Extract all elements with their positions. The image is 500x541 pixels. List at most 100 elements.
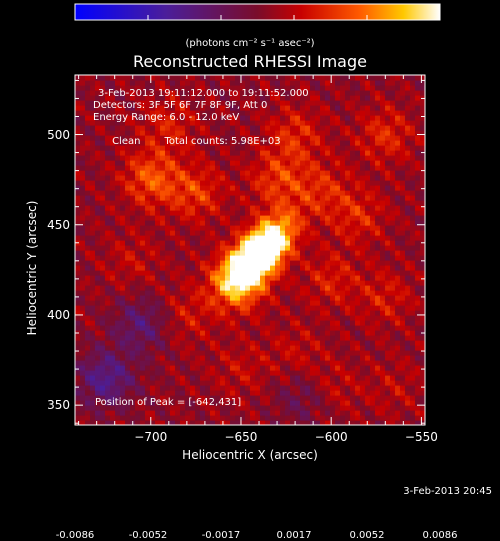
heatmap-cell	[350, 195, 356, 201]
heatmap-cell	[205, 205, 211, 211]
heatmap-cell	[90, 160, 96, 166]
heatmap-cell	[405, 260, 411, 266]
heatmap-cell	[130, 380, 136, 386]
heatmap-cell	[320, 170, 326, 176]
heatmap-cell	[180, 355, 186, 361]
heatmap-cell	[330, 205, 336, 211]
heatmap-cell	[220, 280, 226, 286]
heatmap-cell	[200, 235, 206, 241]
heatmap-cell	[225, 415, 231, 421]
heatmap-cell	[135, 180, 141, 186]
heatmap-cell	[415, 90, 421, 96]
heatmap-cell	[330, 380, 336, 386]
heatmap-cell	[315, 385, 321, 391]
heatmap-cell	[240, 220, 246, 226]
heatmap-cell	[260, 350, 266, 356]
heatmap-cell	[125, 75, 131, 81]
heatmap-cell	[260, 255, 266, 261]
heatmap-cell	[405, 180, 411, 186]
heatmap-cell	[155, 300, 161, 306]
heatmap-cell	[325, 395, 331, 401]
heatmap-cell	[245, 250, 251, 256]
heatmap-cell	[195, 190, 201, 196]
heatmap-cell	[220, 415, 226, 421]
heatmap-cell	[95, 270, 101, 276]
heatmap-cell	[210, 380, 216, 386]
heatmap-cell	[235, 305, 241, 311]
heatmap-cell	[170, 205, 176, 211]
heatmap-cell	[295, 385, 301, 391]
heatmap-cell	[225, 80, 231, 86]
heatmap-cell	[415, 170, 421, 176]
heatmap-cell	[380, 270, 386, 276]
heatmap-cell	[205, 160, 211, 166]
heatmap-cell	[305, 260, 311, 266]
heatmap-cell	[370, 310, 376, 316]
heatmap-cell	[180, 190, 186, 196]
heatmap-cell	[180, 225, 186, 231]
heatmap-cell	[160, 300, 166, 306]
heatmap-cell	[85, 270, 91, 276]
heatmap-cell	[230, 210, 236, 216]
heatmap-cell	[215, 340, 221, 346]
heatmap-cell	[215, 325, 221, 331]
heatmap-cell	[280, 270, 286, 276]
heatmap-cell	[270, 330, 276, 336]
heatmap-cell	[195, 375, 201, 381]
heatmap-cell	[280, 80, 286, 86]
heatmap-cell	[310, 115, 316, 121]
heatmap-cell	[160, 270, 166, 276]
heatmap-cell	[160, 235, 166, 241]
heatmap-cell	[320, 145, 326, 151]
heatmap-cell	[310, 315, 316, 321]
heatmap-cell	[220, 175, 226, 181]
heatmap-cell	[265, 245, 271, 251]
heatmap-cell	[165, 185, 171, 191]
heatmap-cell	[245, 330, 251, 336]
heatmap-cell	[145, 320, 151, 326]
heatmap-cell	[360, 335, 366, 341]
heatmap-cell	[320, 410, 326, 416]
heatmap-cell	[385, 395, 391, 401]
heatmap-cell	[360, 345, 366, 351]
heatmap-cell	[255, 400, 261, 406]
heatmap-cell	[85, 185, 91, 191]
heatmap-cell	[180, 335, 186, 341]
heatmap-cell	[400, 300, 406, 306]
heatmap-cell	[235, 360, 241, 366]
heatmap-cell	[320, 110, 326, 116]
heatmap-cell	[85, 405, 91, 411]
heatmap-cell	[355, 225, 361, 231]
heatmap-cell	[115, 285, 121, 291]
heatmap-cell	[350, 280, 356, 286]
heatmap-cell	[135, 350, 141, 356]
heatmap-cell	[340, 105, 346, 111]
heatmap-cell	[405, 95, 411, 101]
heatmap-cell	[210, 225, 216, 231]
heatmap-cell	[230, 160, 236, 166]
heatmap-cell	[120, 390, 126, 396]
heatmap-cell	[185, 260, 191, 266]
heatmap-cell	[270, 400, 276, 406]
heatmap-cell	[160, 380, 166, 386]
heatmap-cell	[80, 405, 86, 411]
heatmap-cell	[120, 370, 126, 376]
heatmap-cell	[210, 410, 216, 416]
heatmap-cell	[360, 230, 366, 236]
heatmap-cell	[220, 205, 226, 211]
heatmap-cell	[135, 375, 141, 381]
heatmap-cell	[120, 290, 126, 296]
heatmap-cell	[405, 210, 411, 216]
heatmap-cell	[340, 370, 346, 376]
heatmap-cell	[415, 240, 421, 246]
heatmap-cell	[175, 265, 181, 271]
heatmap-cell	[395, 340, 401, 346]
heatmap-cell	[110, 320, 116, 326]
heatmap-cell	[185, 345, 191, 351]
heatmap-cell	[360, 135, 366, 141]
heatmap-cell	[390, 290, 396, 296]
heatmap-cell	[365, 360, 371, 366]
heatmap-cell	[410, 410, 416, 416]
heatmap-cell	[300, 160, 306, 166]
heatmap-cell	[360, 280, 366, 286]
